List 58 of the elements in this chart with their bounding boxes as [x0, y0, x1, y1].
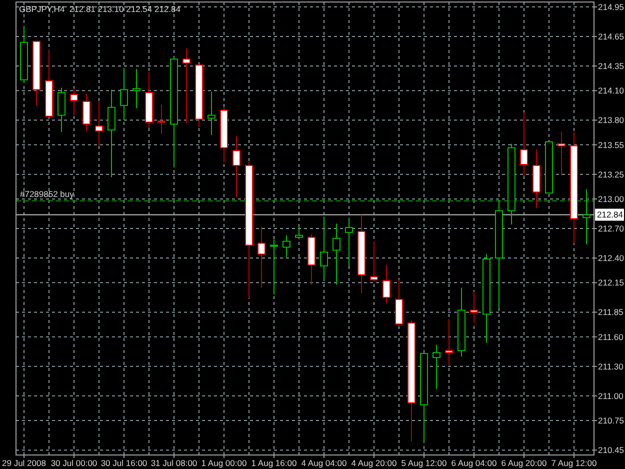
y-tick-label: 214.10 [598, 86, 624, 96]
y-tick-label: 210.45 [598, 445, 624, 456]
ref-line-label: 212.84 [597, 210, 624, 220]
y-tick-label: 212.40 [598, 253, 624, 264]
candlestick [282, 234, 290, 258]
y-tick-label: 213.25 [598, 169, 624, 180]
y-tick-label: 214.95 [598, 2, 624, 12]
x-tick-label: 4 Aug 20:00 [351, 458, 397, 468]
y-tick-label: 214.35 [598, 60, 624, 71]
candlestick [582, 188, 590, 245]
candlestick [232, 135, 240, 198]
y-tick-label: 213.00 [598, 194, 624, 204]
candlestick [158, 104, 166, 134]
y-tick-label: 211.60 [598, 332, 624, 342]
candlestick [82, 93, 90, 132]
candlestick [345, 218, 353, 266]
y-tick-label: 214.65 [598, 31, 624, 42]
candlestick [108, 89, 116, 178]
y-tick-label: 213.80 [598, 115, 624, 126]
candlestick [70, 88, 78, 116]
y-tick-label: 210.75 [598, 416, 624, 426]
candlestick [382, 264, 390, 304]
candlestick [320, 216, 328, 280]
candlestick [208, 91, 216, 136]
candlestick [132, 68, 140, 109]
x-tick-label: 6 Aug 20:00 [501, 458, 547, 468]
ref-line-label: #7289852 buy [20, 188, 75, 199]
candlestick [182, 48, 190, 124]
x-tick-label: 29 Jul 2008 [2, 458, 46, 468]
candlestick [58, 87, 66, 132]
candlestick [558, 131, 566, 176]
chart-title: GBPJPY,H4 212.81 213.10 212.54 212.84 [19, 4, 181, 14]
candlestick [520, 112, 528, 177]
candlestick [258, 226, 266, 288]
candlestick [95, 100, 103, 146]
candlestick [270, 238, 278, 295]
x-tick-label: 1 Aug 00:00 [201, 458, 247, 468]
y-tick-label: 211.30 [598, 361, 624, 372]
y-tick-label: 211.85 [598, 307, 624, 318]
x-tick-label: 31 Jul 08:00 [150, 458, 198, 468]
x-tick-label: 4 Aug 04:00 [301, 458, 347, 468]
x-tick-label: 30 Jul 16:00 [100, 458, 148, 468]
candlestick [370, 240, 378, 282]
y-tick-label: 213.55 [598, 140, 624, 150]
x-tick-label: 6 Aug 04:00 [451, 458, 497, 468]
candlestick [332, 223, 340, 286]
x-tick-label: 1 Aug 16:00 [251, 458, 297, 468]
y-tick-label: 212.70 [598, 223, 624, 234]
y-tick-label: 211.00 [598, 390, 624, 401]
y-tick-label: 212.15 [598, 278, 624, 288]
candlestick [470, 291, 478, 324]
candlestick [120, 67, 128, 121]
x-tick-label: 30 Jul 00:00 [50, 458, 98, 468]
x-tick-label: 5 Aug 12:00 [401, 458, 447, 468]
candlestick [445, 318, 453, 366]
candlestick [295, 226, 303, 240]
x-tick-label: 7 Aug 12:00 [551, 458, 597, 468]
candlestick [432, 344, 440, 390]
